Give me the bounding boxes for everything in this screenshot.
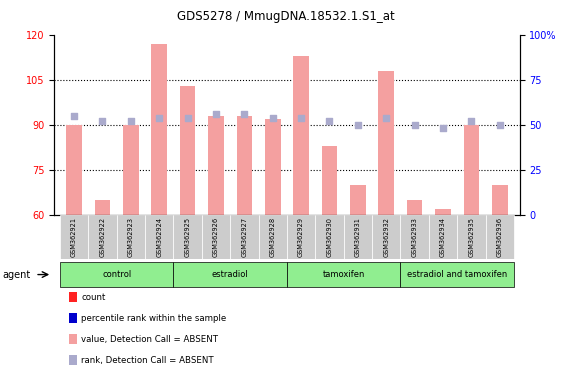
Bar <box>180 86 195 215</box>
Text: estradiol and tamoxifen: estradiol and tamoxifen <box>407 270 507 279</box>
Bar <box>492 185 508 215</box>
Point <box>240 111 249 117</box>
Point <box>381 114 391 121</box>
Text: GSM362934: GSM362934 <box>440 217 446 257</box>
Bar <box>95 200 110 215</box>
Text: GSM362930: GSM362930 <box>327 217 332 257</box>
Bar <box>174 263 287 286</box>
Point <box>495 122 504 128</box>
Bar <box>145 215 174 259</box>
Text: GSM362926: GSM362926 <box>213 217 219 257</box>
Bar <box>230 215 259 259</box>
Point <box>211 111 220 117</box>
Point <box>98 118 107 124</box>
Text: GSM362936: GSM362936 <box>497 217 502 257</box>
Point <box>325 118 334 124</box>
Bar <box>259 215 287 259</box>
Bar <box>293 56 309 215</box>
Bar <box>464 125 479 215</box>
Bar <box>372 215 400 259</box>
Text: tamoxifen: tamoxifen <box>323 270 365 279</box>
Bar <box>315 215 344 259</box>
Text: GSM362929: GSM362929 <box>298 217 304 257</box>
Bar <box>400 263 514 286</box>
Bar <box>151 44 167 215</box>
Bar <box>457 215 485 259</box>
Bar <box>265 119 280 215</box>
Text: GDS5278 / MmugDNA.18532.1.S1_at: GDS5278 / MmugDNA.18532.1.S1_at <box>176 10 395 23</box>
Point <box>268 114 278 121</box>
Bar <box>60 215 89 259</box>
Text: GSM362931: GSM362931 <box>355 217 361 257</box>
Point <box>439 125 448 131</box>
Bar <box>174 215 202 259</box>
Bar <box>208 116 224 215</box>
Text: control: control <box>102 270 131 279</box>
Bar <box>236 116 252 215</box>
Bar <box>350 185 365 215</box>
Text: GSM362935: GSM362935 <box>468 217 475 257</box>
Bar <box>429 215 457 259</box>
Bar <box>407 200 423 215</box>
Bar <box>379 71 394 215</box>
Text: GSM362921: GSM362921 <box>71 217 77 257</box>
Text: percentile rank within the sample: percentile rank within the sample <box>81 314 226 323</box>
Text: GSM362924: GSM362924 <box>156 217 162 257</box>
Bar <box>321 146 337 215</box>
Point <box>126 118 135 124</box>
Bar <box>202 215 230 259</box>
Bar <box>123 125 139 215</box>
Text: agent: agent <box>3 270 31 280</box>
Text: rank, Detection Call = ABSENT: rank, Detection Call = ABSENT <box>81 356 214 366</box>
Bar <box>485 215 514 259</box>
Text: GSM362925: GSM362925 <box>184 217 191 257</box>
Text: GSM362927: GSM362927 <box>242 217 247 257</box>
Text: value, Detection Call = ABSENT: value, Detection Call = ABSENT <box>81 335 218 344</box>
Point <box>70 113 79 119</box>
Point <box>467 118 476 124</box>
Bar <box>116 215 145 259</box>
Point <box>155 114 164 121</box>
Text: count: count <box>81 293 106 302</box>
Bar <box>435 209 451 215</box>
Point <box>183 114 192 121</box>
Point <box>296 114 305 121</box>
Text: GSM362928: GSM362928 <box>270 217 276 257</box>
Bar <box>66 125 82 215</box>
Point <box>410 122 419 128</box>
Text: GSM362933: GSM362933 <box>412 217 417 257</box>
Bar <box>60 263 174 286</box>
Bar <box>287 263 400 286</box>
Text: GSM362923: GSM362923 <box>128 217 134 257</box>
Text: GSM362922: GSM362922 <box>99 217 106 257</box>
Point <box>353 122 363 128</box>
Text: GSM362932: GSM362932 <box>383 217 389 257</box>
Bar <box>400 215 429 259</box>
Bar <box>287 215 315 259</box>
Text: estradiol: estradiol <box>212 270 248 279</box>
Bar <box>89 215 116 259</box>
Bar <box>344 215 372 259</box>
